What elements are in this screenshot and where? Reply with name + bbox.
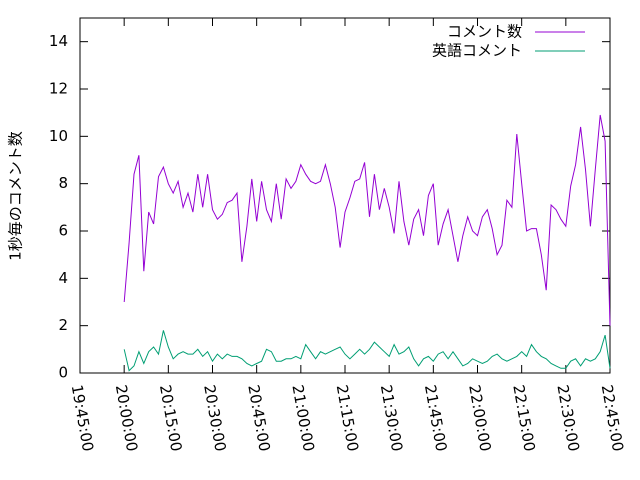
x-tick-label: 21:30:00 [377,383,406,452]
x-tick-label: 22:00:00 [465,383,494,452]
data-line [123,114,611,326]
x-tick-label: 21:45:00 [421,383,450,452]
x-tick-label: 20:30:00 [200,383,229,452]
legend-label: コメント数 [447,23,522,41]
x-tick-label: 20:00:00 [112,383,141,452]
legend-label: 英語コメント [432,42,522,60]
y-tick-label: 4 [58,269,68,287]
x-tick-label: 22:30:00 [553,383,582,452]
y-tick-label: 12 [49,80,68,98]
y-tick-label: 2 [58,316,68,334]
x-tick-label: 20:45:00 [244,383,273,452]
x-tick-label: 21:00:00 [288,383,317,452]
x-tick-label: 21:15:00 [333,383,362,452]
y-tick-label: 14 [49,32,68,50]
y-tick-label: 10 [49,127,68,145]
y-tick-label: 0 [58,364,68,382]
y-tick-label: 6 [58,222,68,240]
y-tick-label: 8 [58,174,68,192]
x-tick-label: 19:45:00 [68,383,97,452]
data-line [123,330,611,372]
x-tick-label: 22:45:00 [598,383,627,452]
x-tick-label: 20:15:00 [156,383,185,452]
x-tick-label: 22:15:00 [509,383,538,452]
plot-frame [79,17,611,374]
y-axis-label: 1秒毎のコメント数 [7,131,25,261]
